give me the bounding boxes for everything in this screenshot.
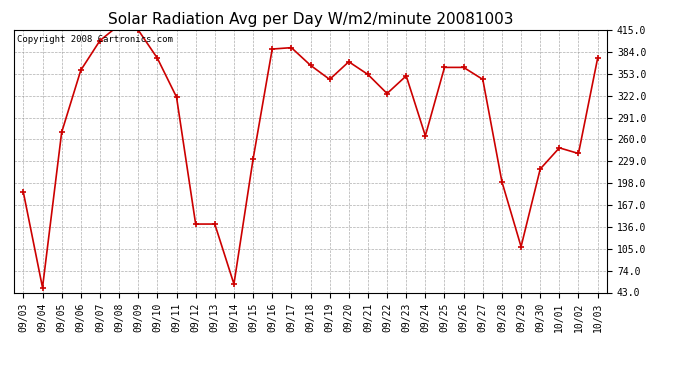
Title: Solar Radiation Avg per Day W/m2/minute 20081003: Solar Radiation Avg per Day W/m2/minute … (108, 12, 513, 27)
Text: Copyright 2008 Cartronics.com: Copyright 2008 Cartronics.com (17, 35, 172, 44)
